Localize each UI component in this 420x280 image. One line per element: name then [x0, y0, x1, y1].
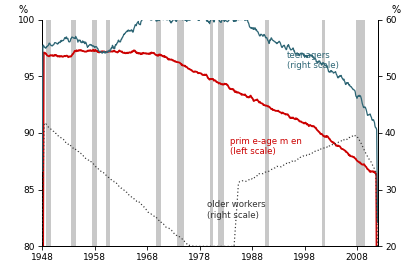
- Text: teenagers
(right scale): teenagers (right scale): [287, 51, 339, 70]
- Bar: [177, 20, 184, 246]
- Bar: [322, 20, 325, 246]
- Text: %: %: [392, 5, 401, 15]
- Bar: [92, 20, 97, 246]
- Bar: [46, 20, 51, 246]
- Bar: [71, 20, 76, 246]
- Text: older workers
(right scale): older workers (right scale): [207, 200, 265, 220]
- Text: prim e-age m en
(left scale): prim e-age m en (left scale): [230, 137, 302, 156]
- Bar: [210, 20, 213, 246]
- Bar: [156, 20, 161, 246]
- Bar: [357, 20, 365, 246]
- Bar: [218, 20, 224, 246]
- Bar: [106, 20, 110, 246]
- Bar: [265, 20, 269, 246]
- Text: %: %: [19, 5, 28, 15]
